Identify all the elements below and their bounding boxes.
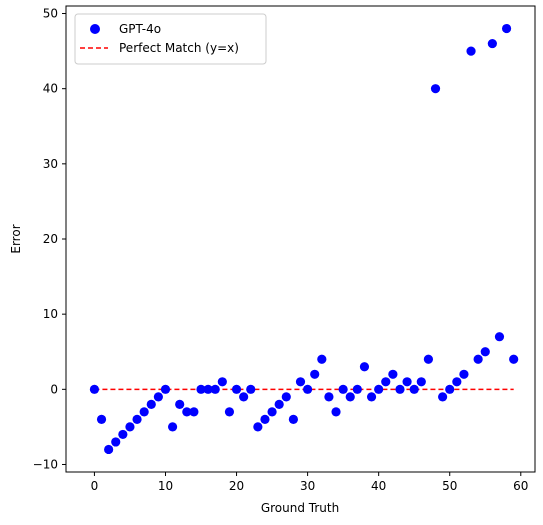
y-tick-label: 40 bbox=[43, 82, 58, 96]
data-point bbox=[423, 354, 434, 364]
legend: GPT-4o Perfect Match (y=x) bbox=[74, 13, 267, 65]
legend-label-perfect-match: Perfect Match (y=x) bbox=[119, 41, 239, 55]
data-point bbox=[189, 407, 199, 417]
data-point bbox=[267, 407, 277, 417]
x-tick-label: 20 bbox=[229, 479, 244, 493]
series-layer bbox=[89, 23, 519, 455]
x-tick-label: 50 bbox=[442, 479, 457, 493]
data-point bbox=[338, 384, 348, 394]
data-point bbox=[324, 392, 334, 402]
data-point bbox=[260, 414, 270, 424]
data-point bbox=[288, 414, 298, 424]
data-point bbox=[359, 362, 370, 372]
data-point bbox=[132, 414, 142, 424]
data-point bbox=[253, 422, 263, 432]
data-point bbox=[175, 399, 185, 409]
x-tick-label: 40 bbox=[371, 479, 386, 493]
x-tick-label: 0 bbox=[91, 479, 99, 493]
data-point bbox=[246, 384, 256, 394]
y-tick-label: 0 bbox=[50, 382, 58, 396]
data-point bbox=[445, 384, 455, 394]
data-point bbox=[473, 354, 483, 364]
x-axis-label: Ground Truth bbox=[261, 501, 339, 515]
data-point bbox=[331, 407, 341, 417]
legend-label-gpt-4o: GPT-4o bbox=[119, 22, 161, 36]
data-point bbox=[210, 384, 220, 394]
data-point bbox=[501, 23, 512, 34]
y-axis-label: Error bbox=[9, 224, 23, 253]
data-point bbox=[274, 399, 284, 409]
data-point bbox=[395, 384, 405, 394]
data-point bbox=[509, 354, 519, 364]
y-tick-label: 10 bbox=[43, 307, 58, 321]
data-point bbox=[459, 369, 469, 379]
data-point bbox=[89, 384, 100, 394]
data-point bbox=[153, 392, 163, 402]
data-point bbox=[295, 377, 306, 387]
data-point bbox=[139, 407, 149, 417]
data-point bbox=[487, 38, 497, 49]
data-point bbox=[118, 429, 128, 440]
data-point bbox=[416, 377, 426, 387]
y-axis-ticks: −10 0 10 20 30 40 50 bbox=[33, 7, 66, 471]
data-point bbox=[366, 392, 377, 402]
x-axis-ticks: 0 10 20 30 40 50 60 bbox=[91, 472, 528, 493]
data-point bbox=[466, 46, 476, 56]
legend-marker-gpt-4o bbox=[90, 24, 100, 34]
x-tick-label: 30 bbox=[300, 479, 315, 493]
data-point bbox=[452, 377, 462, 387]
y-tick-label: 30 bbox=[43, 157, 58, 171]
data-point bbox=[345, 392, 355, 402]
y-tick-label: 20 bbox=[43, 232, 58, 246]
y-tick-label: −10 bbox=[33, 457, 58, 471]
data-point bbox=[104, 444, 114, 455]
data-point bbox=[281, 392, 291, 402]
data-point bbox=[196, 384, 206, 394]
plot-area bbox=[65, 5, 536, 473]
data-point bbox=[409, 384, 419, 394]
y-tick-label: 50 bbox=[43, 7, 58, 21]
data-point bbox=[310, 369, 320, 379]
x-tick-label: 10 bbox=[158, 479, 173, 493]
data-point bbox=[182, 407, 192, 417]
data-point bbox=[96, 414, 107, 424]
data-point bbox=[381, 377, 391, 387]
data-point bbox=[402, 377, 412, 387]
data-point bbox=[303, 384, 313, 394]
data-point bbox=[317, 354, 327, 364]
data-point bbox=[430, 84, 441, 94]
data-point bbox=[480, 347, 490, 357]
data-point bbox=[160, 384, 171, 394]
legend-box bbox=[74, 13, 267, 65]
data-point bbox=[231, 384, 242, 394]
data-point bbox=[111, 437, 121, 447]
data-point bbox=[388, 369, 398, 379]
data-point bbox=[203, 384, 213, 394]
data-point bbox=[217, 377, 227, 387]
data-point bbox=[125, 422, 135, 432]
data-point bbox=[224, 407, 235, 417]
data-point bbox=[239, 392, 249, 402]
data-point bbox=[494, 332, 505, 342]
data-point bbox=[438, 392, 448, 402]
data-point bbox=[352, 384, 362, 394]
data-point bbox=[374, 384, 384, 394]
x-tick-label: 60 bbox=[513, 479, 528, 493]
data-point bbox=[167, 422, 178, 432]
data-point bbox=[146, 399, 156, 409]
